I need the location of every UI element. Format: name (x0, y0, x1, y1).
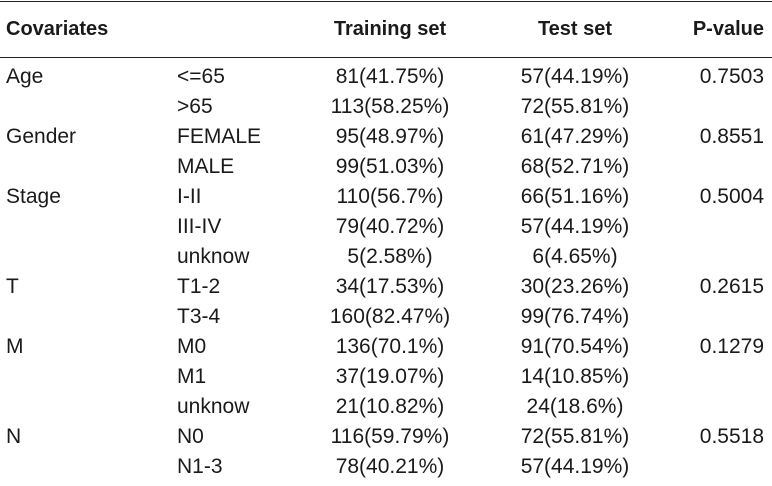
row-level: unknow (177, 395, 250, 418)
row-p-value: 0.8551 (699, 125, 764, 148)
row-level: III-IV (177, 215, 222, 238)
row-p-value: 0.2615 (699, 275, 764, 298)
row-test-value: 14(10.85%) (520, 365, 630, 388)
row-training-value: 37(19.07%) (335, 365, 445, 388)
row-level: T1-2 (177, 275, 221, 298)
row-test-value: 57(44.19%) (520, 215, 630, 238)
row-p-value: 0.7503 (699, 65, 764, 88)
header-training-set: Training set (333, 18, 447, 40)
row-test-value: 57(44.19%) (520, 455, 630, 478)
row-covariate: Age (6, 65, 44, 88)
row-training-value: 95(48.97%) (335, 125, 445, 148)
header-test-set: Test set (537, 18, 613, 40)
table-top-rule (0, 1, 772, 2)
row-level: >65 (177, 95, 213, 118)
row-training-value: 79(40.72%) (335, 215, 445, 238)
row-p-value: 0.1279 (699, 335, 764, 358)
row-level: T3-4 (177, 305, 221, 328)
row-covariate: Stage (6, 185, 61, 208)
row-training-value: 110(56.7%) (336, 185, 444, 208)
row-training-value: 113(58.25%) (330, 95, 450, 118)
row-test-value: 61(47.29%) (520, 125, 630, 148)
row-level: I-II (177, 185, 202, 208)
row-covariate: T (6, 275, 19, 298)
row-training-value: 81(41.75%) (335, 65, 445, 88)
row-level: FEMALE (177, 125, 262, 148)
row-test-value: 68(52.71%) (520, 155, 630, 178)
row-test-value: 72(55.81%) (520, 95, 630, 118)
row-level: N1-3 (177, 455, 223, 478)
row-p-value: 0.5518 (699, 425, 764, 448)
row-test-value: 99(76.74%) (520, 305, 630, 328)
row-training-value: 5(2.58%) (347, 245, 433, 268)
row-level: MALE (177, 155, 235, 178)
row-level: N0 (177, 425, 204, 448)
row-covariate: Gender (6, 125, 77, 148)
row-training-value: 116(59.79%) (330, 425, 450, 448)
row-training-value: 160(82.47%) (329, 305, 451, 328)
row-test-value: 24(18.6%) (526, 395, 624, 418)
row-training-value: 34(17.53%) (335, 275, 445, 298)
row-covariate: M (6, 335, 24, 358)
row-test-value: 91(70.54%) (520, 335, 630, 358)
row-training-value: 21(10.82%) (335, 395, 445, 418)
row-level: unknow (177, 245, 250, 268)
row-level: M0 (177, 335, 207, 358)
row-test-value: 72(55.81%) (520, 425, 630, 448)
row-level: M1 (177, 365, 207, 388)
row-covariate: N (6, 425, 22, 448)
row-training-value: 136(70.1%) (335, 335, 445, 358)
row-test-value: 6(4.65%) (532, 245, 618, 268)
header-covariates: Covariates (6, 18, 109, 40)
row-training-value: 99(51.03%) (335, 155, 445, 178)
row-training-value: 78(40.21%) (335, 455, 445, 478)
header-p-value: P-value (692, 18, 764, 40)
header-bottom-rule (0, 57, 772, 58)
row-level: <=65 (177, 65, 225, 88)
row-p-value: 0.5004 (699, 185, 764, 208)
row-test-value: 57(44.19%) (520, 65, 630, 88)
row-test-value: 30(23.26%) (520, 275, 630, 298)
row-test-value: 66(51.16%) (520, 185, 630, 208)
